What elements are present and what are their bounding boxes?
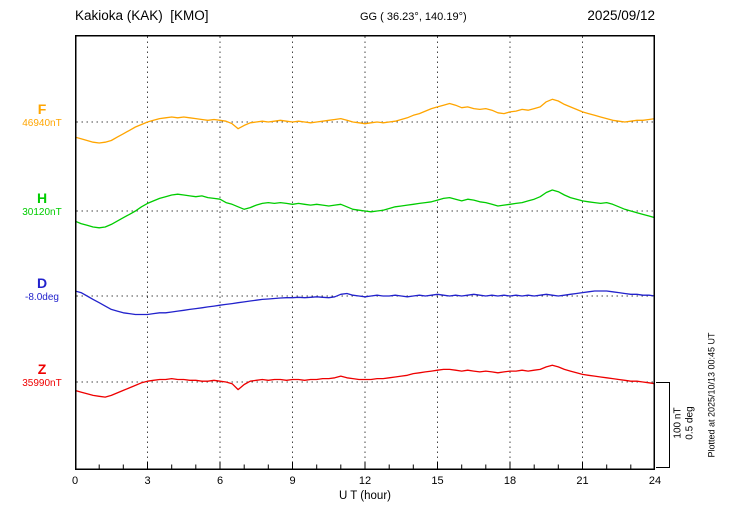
plot-frame xyxy=(75,35,655,470)
series-label-f: F 46940nT xyxy=(12,101,72,130)
scale-bar-labels: 100 nT 0.5 deg xyxy=(668,395,702,451)
series-baseline-z: 35990nT xyxy=(22,378,62,389)
station-title: Kakioka (KAK) [KMO] xyxy=(75,8,209,23)
x-tick-label: 21 xyxy=(576,475,589,487)
series-baseline-d: -8.0deg xyxy=(25,292,59,303)
trace-Z xyxy=(75,364,655,398)
plotted-at-timestamp: Plotted at 2025/10/13 00:45 UT xyxy=(707,332,717,458)
trace-F xyxy=(75,98,655,144)
series-label-z: Z 35990nT xyxy=(12,361,72,390)
trace-D xyxy=(75,290,655,316)
magnetogram-plot xyxy=(75,35,655,470)
x-tick-label: 15 xyxy=(431,475,444,487)
x-tick-label: 18 xyxy=(503,475,517,487)
series-name-d: D xyxy=(36,275,48,291)
x-tick-label: 9 xyxy=(289,475,296,487)
series-baseline-h: 30120nT xyxy=(22,207,62,218)
series-baseline-f: 46940nT xyxy=(22,118,62,129)
x-tick-label: 3 xyxy=(144,475,151,487)
scale-bar-deg-label: 0.5 deg xyxy=(685,406,696,440)
series-label-d: D -8.0deg xyxy=(12,275,72,304)
x-tick-label: 12 xyxy=(358,475,372,487)
series-name-z: Z xyxy=(37,361,47,377)
x-axis-label: U T (hour) xyxy=(339,490,391,502)
plot-canvas xyxy=(75,35,655,470)
scale-bar-nt-label: 100 nT xyxy=(673,407,684,439)
series-label-h: H 30120nT xyxy=(12,190,72,219)
x-tick-label: 0 xyxy=(71,475,79,487)
trace-H xyxy=(75,189,655,229)
x-tick-label: 24 xyxy=(648,475,662,487)
x-axis-ticks: 0 3 6 9 12 15 18 21 24 xyxy=(72,475,661,489)
series-name-f: F xyxy=(37,101,47,117)
x-tick-label: 6 xyxy=(216,475,224,487)
plot-date: 2025/09/12 xyxy=(587,8,655,23)
scale-bar-bracket xyxy=(656,382,670,468)
geographic-coordinates: GG ( 36.23°, 140.19°) xyxy=(360,11,467,23)
series-name-h: H xyxy=(36,190,48,206)
